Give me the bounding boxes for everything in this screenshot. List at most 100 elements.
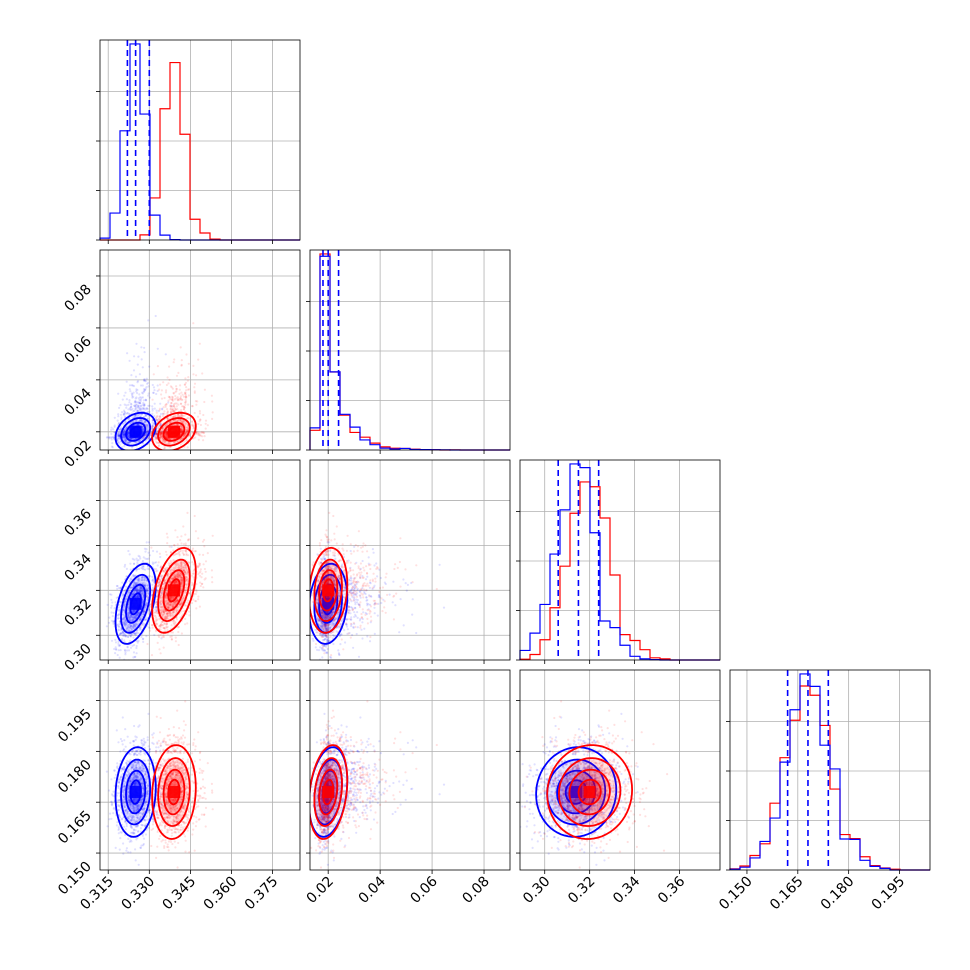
contour-line [114, 562, 157, 645]
histogram-red [519, 481, 720, 661]
x-tick-label: 0.330 [118, 874, 158, 914]
histogram-panel-0 [96, 39, 301, 241]
contour-line [546, 744, 634, 840]
x-tick-label: 0.345 [160, 874, 200, 914]
contour-line [157, 417, 191, 447]
y-tick-label: 0.02 [61, 437, 94, 470]
histogram-blue [729, 673, 930, 871]
panel-content [310, 511, 446, 660]
contour-line [125, 583, 147, 624]
y-tick-label: 0.180 [55, 757, 95, 797]
contour-line [535, 746, 618, 838]
density-peak [167, 786, 180, 799]
x-tick-label: 0.02 [304, 874, 337, 907]
scatter-panel-0-3 [96, 669, 301, 874]
contour-line [129, 592, 142, 616]
x-tick-label: 0.34 [610, 873, 643, 906]
histogram-panel-3 [726, 669, 931, 871]
axes-frame [309, 459, 511, 661]
y-tick-label: 0.195 [55, 706, 95, 746]
axes-frame [309, 669, 511, 871]
panel-content [105, 700, 214, 869]
scatter-panel-1-3 [306, 669, 511, 874]
contour-line [310, 547, 349, 634]
contour-line [313, 757, 343, 827]
contour-line [151, 744, 197, 840]
scatter-panel-1-2 [306, 459, 511, 664]
contour-line [557, 757, 622, 827]
contour-line [114, 411, 157, 450]
axes-frame [99, 459, 301, 661]
x-tick-label: 0.30 [520, 874, 553, 907]
contour-line [129, 779, 142, 805]
panel-content [105, 314, 214, 450]
histogram-panel-1 [306, 249, 511, 451]
scatter-panel-0-1 [96, 249, 301, 454]
contour-line [322, 578, 335, 603]
x-tick-label: 0.04 [356, 873, 389, 906]
x-tick-label: 0.150 [716, 874, 756, 914]
contour-line [167, 425, 181, 438]
contour-line [568, 768, 611, 816]
density-peak [167, 584, 180, 597]
y-tick-label: 0.08 [61, 281, 94, 314]
contour-line [120, 417, 152, 447]
y-tick-label: 0.34 [61, 551, 94, 584]
y-tick-label: 0.36 [61, 506, 94, 539]
axes-frame [729, 669, 931, 871]
axes-frame [309, 249, 511, 451]
histogram-blue [99, 43, 300, 241]
contour-line [120, 758, 152, 826]
contour-line [167, 578, 181, 603]
contour-line [162, 421, 186, 442]
axes-frame [99, 39, 301, 241]
contour-line [129, 425, 142, 438]
histogram-panel-2 [516, 459, 721, 661]
x-tick-label: 0.06 [408, 873, 441, 906]
x-tick-label: 0.32 [565, 874, 598, 907]
contour-line [322, 778, 335, 806]
contour-line [556, 769, 597, 815]
panel-content [310, 700, 446, 869]
contour-line [125, 769, 147, 815]
contour-line [313, 558, 343, 622]
panel-content [520, 700, 669, 869]
y-tick-label: 0.04 [61, 385, 94, 418]
contour-line [310, 744, 349, 840]
contour-line [151, 411, 197, 450]
x-tick-label: 0.195 [869, 874, 909, 914]
axes-frame [519, 459, 721, 661]
contour-line [157, 757, 191, 827]
axes-frame [519, 669, 721, 871]
scatter-panel-0-2 [96, 459, 301, 664]
contour-line [120, 573, 152, 634]
panel-content [105, 511, 214, 660]
x-tick-label: 0.180 [818, 874, 858, 914]
contour-line [151, 546, 197, 634]
contour-line [577, 778, 602, 806]
y-tick-label: 0.165 [55, 808, 95, 848]
histogram-blue [309, 255, 510, 451]
density-peak [322, 786, 335, 799]
contour-line [318, 768, 339, 816]
density-peak [129, 786, 142, 799]
y-tick-label: 0.32 [61, 596, 94, 629]
contour-line [167, 778, 181, 806]
y-tick-label: 0.06 [61, 333, 94, 366]
density-peak [322, 584, 335, 597]
contour-line [157, 558, 191, 623]
y-tick-label: 0.30 [61, 641, 94, 674]
x-tick-label: 0.375 [242, 874, 282, 914]
axes-frame [99, 669, 301, 871]
contour-line [114, 746, 157, 838]
contour-line [318, 569, 339, 612]
density-peak [583, 786, 596, 799]
contour-line [125, 421, 147, 442]
axes-frame [99, 249, 301, 451]
contour-line [162, 569, 186, 612]
x-tick-label: 0.08 [459, 874, 492, 907]
scatter-panel-2-3 [516, 669, 721, 874]
x-tick-label: 0.36 [655, 873, 688, 906]
x-tick-label: 0.360 [201, 874, 241, 914]
